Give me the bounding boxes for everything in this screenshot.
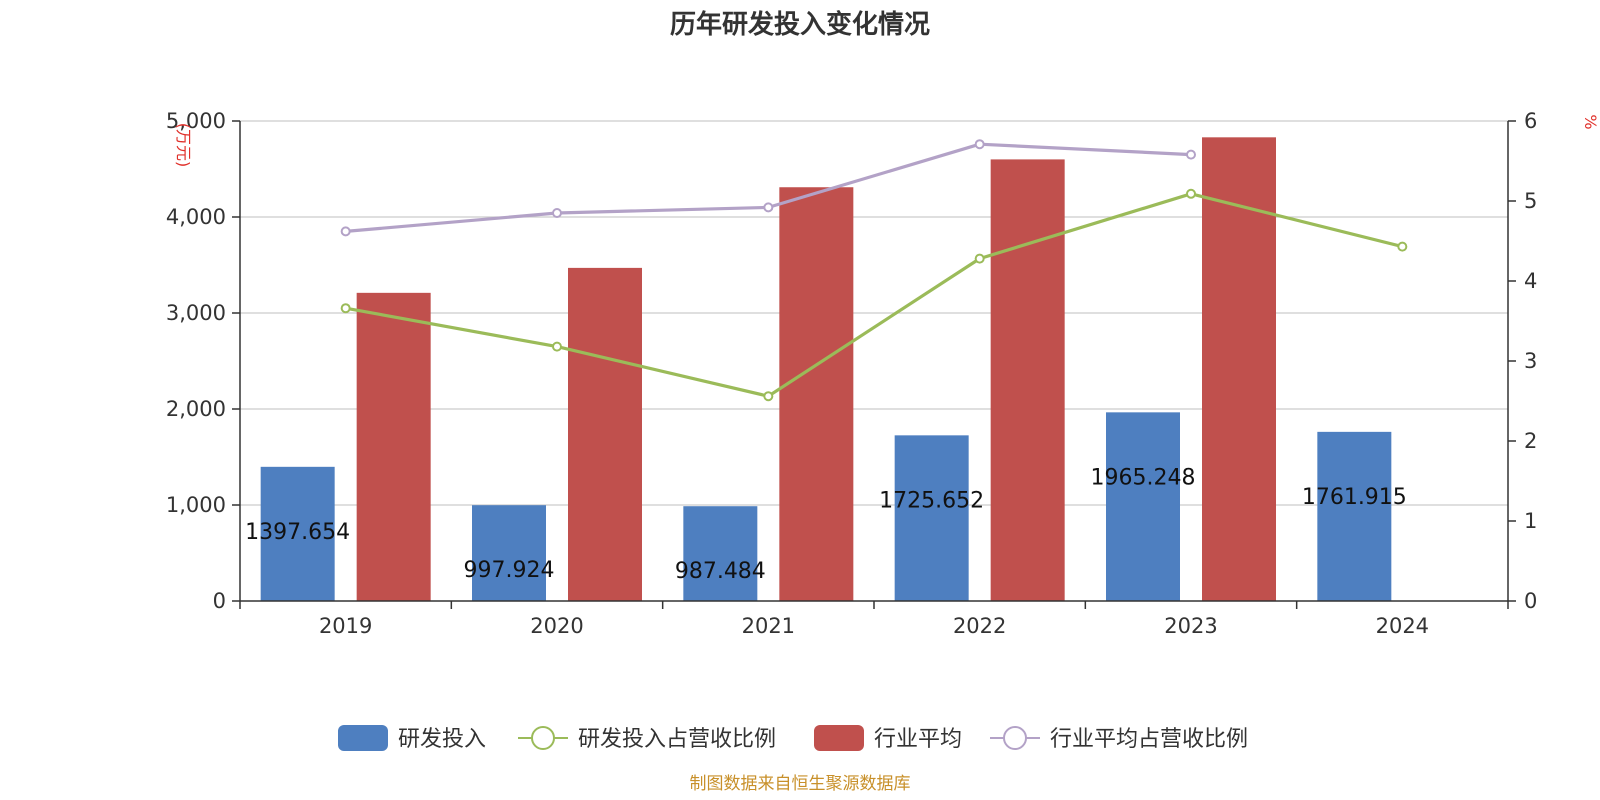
bar-value-label: 1965.248: [1091, 465, 1196, 490]
point-3-4: [1186, 149, 1196, 160]
y-right-tick-label: 6: [1524, 109, 1537, 133]
point-1-0: [340, 303, 351, 314]
data-labels: 1397.654 997.924 987.484 1725.652 1965.248 17…: [245, 465, 1407, 584]
bar-value-label: 987.484: [675, 559, 766, 584]
legend-swatch-bar: [814, 725, 864, 751]
y-left-unit: (万元): [174, 123, 193, 168]
x-tick-label: 2019: [319, 614, 372, 638]
bar-2-2: [779, 187, 854, 602]
y-right-tick-label: 0: [1524, 589, 1537, 613]
bar-value-label: 1397.654: [245, 520, 350, 545]
bar-0-3: [894, 435, 969, 601]
point-1-1: [552, 341, 562, 352]
bar-0-2: [683, 506, 758, 601]
legend-label: 研发投入占营收比例: [578, 727, 776, 752]
grid-lines: [240, 120, 1508, 506]
y-left-tick-label: 4,000: [166, 205, 226, 229]
bar-2-0: [356, 292, 431, 601]
point-1-3: [974, 253, 985, 264]
bar-0-0: [260, 466, 335, 601]
bar-value-label: 997.924: [464, 558, 555, 583]
point-3-3: [974, 139, 985, 150]
y-right-tick-label: 2: [1524, 429, 1537, 453]
bar-0-4: [1106, 412, 1180, 601]
point-3-1: [552, 208, 562, 218]
y-left-tick-label: 2,000: [166, 397, 226, 421]
bar-0-1: [472, 505, 546, 601]
point-3-2: [763, 202, 774, 213]
source-footer: 制图数据来自恒生聚源数据库: [690, 774, 911, 794]
point-3-0: [340, 226, 351, 237]
x-tick-label: 2023: [1164, 614, 1217, 638]
y-right-tick-label: 3: [1524, 349, 1537, 373]
line-1: [345, 192, 1403, 398]
axes: 0 1,000 2,000 3,000 4,000 5,000 0 1 2 3 4 5 6 2019 202…: [166, 109, 1538, 638]
y-left-tick-label: 1,000: [166, 493, 226, 517]
bar-2-3: [990, 159, 1065, 601]
y-right-tick-label: 4: [1524, 269, 1537, 293]
chart-title: 历年研发投入变化情况: [670, 9, 930, 40]
y-left-tick-label: 3,000: [166, 301, 226, 325]
point-1-2: [763, 391, 774, 402]
legend-swatch-marker: [1003, 726, 1027, 750]
x-tick-label: 2020: [530, 614, 583, 638]
x-tick-label: 2024: [1376, 614, 1429, 638]
y-right-unit: %: [1581, 114, 1600, 129]
bars: [260, 137, 1392, 602]
legend-label: 研发投入: [398, 727, 486, 752]
y-right-tick-label: 1: [1524, 509, 1537, 533]
legend-swatch-bar: [338, 725, 388, 751]
bar-value-label: 1761.915: [1302, 485, 1407, 510]
lines: [340, 139, 1408, 402]
legend-label: 行业平均: [874, 727, 962, 752]
legend-swatch-marker: [531, 726, 555, 750]
legend: 研发投入 研发投入占营收比例 行业平均 行业平均占营收比例: [338, 725, 1248, 752]
y-left-tick-label: 0: [213, 589, 226, 613]
x-tick-label: 2021: [742, 614, 795, 638]
y-right-tick-label: 5: [1524, 189, 1537, 213]
legend-label: 行业平均占营收比例: [1050, 727, 1248, 752]
point-1-5: [1397, 241, 1408, 252]
bar-value-label: 1725.652: [879, 488, 984, 513]
bar-0-5: [1317, 431, 1392, 601]
y-left-tick-label: 5,000: [166, 109, 226, 133]
x-tick-label: 2022: [953, 614, 1006, 638]
bar-2-1: [568, 267, 642, 601]
bar-2-4: [1202, 137, 1276, 601]
point-1-4: [1186, 188, 1196, 199]
